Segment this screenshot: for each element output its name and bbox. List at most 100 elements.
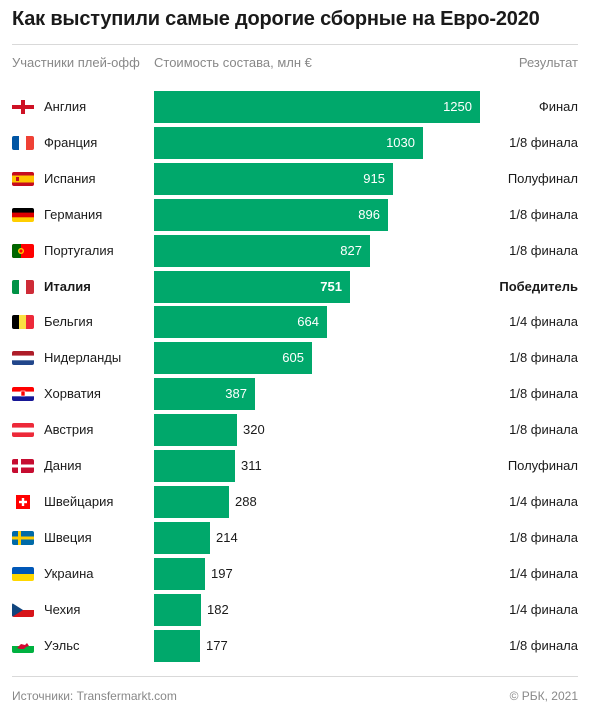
bar [154, 306, 327, 339]
result-label: 1/8 финала [509, 242, 578, 258]
column-header-country: Участники плей-офф [12, 55, 140, 70]
country-label: Украина [44, 565, 94, 581]
bar [154, 91, 480, 123]
value-label: 387 [225, 386, 247, 402]
country-label: Уэльс [44, 637, 80, 653]
country-label: Италия [44, 278, 91, 294]
bar-row: Германия 896 1/8 финала [0, 197, 590, 233]
portugal-flag-icon [12, 243, 34, 258]
bar-row: Франция 1030 1/8 финала [0, 125, 590, 161]
footer-divider [12, 676, 578, 677]
switzerland-flag-icon [12, 494, 34, 509]
wales-flag-icon [12, 638, 34, 653]
result-label: 1/4 финала [509, 601, 578, 617]
result-label: 1/8 финала [509, 350, 578, 366]
value-label: 320 [243, 422, 265, 438]
ukraine-flag-icon [12, 566, 34, 581]
bar-row: Австрия 320 1/8 финала [0, 412, 590, 448]
result-label: 1/8 финала [509, 134, 578, 150]
chart-title: Как выступили самые дорогие сборные на Е… [12, 8, 540, 30]
value-label: 177 [206, 637, 228, 653]
country-label: Португалия [44, 242, 114, 258]
country-label: Нидерланды [44, 350, 122, 366]
result-label: Финал [538, 99, 578, 114]
spain-flag-icon [12, 171, 34, 186]
bar [154, 270, 350, 303]
value-label: 288 [235, 493, 257, 509]
value-label: 915 [363, 170, 385, 186]
bar [154, 378, 255, 411]
bar [154, 234, 370, 267]
value-label: 751 [320, 278, 342, 294]
value-label: 214 [216, 529, 238, 545]
result-label: Полуфинал [507, 170, 578, 186]
value-label: 827 [340, 242, 362, 258]
country-label: Швеция [44, 529, 92, 545]
bar-row: Швейцария 288 1/4 финала [0, 484, 590, 520]
bar [154, 414, 237, 447]
bar [154, 126, 423, 159]
value-label: 1030 [386, 134, 415, 150]
country-label: Австрия [44, 422, 94, 438]
result-label: 1/4 финала [509, 565, 578, 581]
bar [154, 521, 210, 554]
bar [154, 629, 200, 662]
result-label: 1/8 финала [509, 206, 578, 222]
country-label: Хорватия [44, 386, 101, 402]
bar-row: Бельгия 664 1/4 финала [0, 304, 590, 340]
denmark-flag-icon [12, 459, 34, 473]
bar-row: Англия 1250 Финал [0, 89, 590, 125]
czechia-flag-icon [12, 602, 34, 617]
bar [154, 557, 205, 590]
result-label: 1/8 финала [509, 422, 578, 438]
result-label: 1/8 финала [509, 386, 578, 402]
bar-row: Португалия 827 1/8 финала [0, 233, 590, 269]
austria-flag-icon [12, 423, 34, 438]
result-label: 1/8 финала [509, 637, 578, 653]
country-label: Германия [44, 206, 103, 222]
bar-row: Дания 311 Полуфинал [0, 448, 590, 484]
value-label: 197 [211, 565, 233, 581]
bar [154, 342, 312, 375]
country-label: Испания [44, 170, 96, 186]
bar-row: Нидерланды 605 1/8 финала [0, 340, 590, 376]
value-label: 605 [282, 350, 304, 366]
result-label: 1/4 финала [509, 493, 578, 509]
country-label: Дания [44, 458, 82, 473]
sweden-flag-icon [12, 530, 34, 545]
italy-flag-icon [12, 279, 34, 294]
bar-row: Испания 915 Полуфинал [0, 161, 590, 197]
value-label: 311 [241, 458, 262, 473]
germany-flag-icon [12, 207, 34, 222]
country-label: Швейцария [44, 493, 114, 509]
bar [154, 485, 229, 518]
value-label: 664 [297, 314, 319, 330]
column-header-result: Результат [518, 55, 578, 70]
value-label: 896 [358, 206, 380, 222]
england-flag-icon [12, 100, 34, 114]
value-label: 182 [207, 601, 229, 617]
netherlands-flag-icon [12, 351, 34, 366]
bar-row: Украина 197 1/4 финала [0, 556, 590, 592]
result-label: 1/8 финала [509, 529, 578, 545]
bar-row: Италия 751 Победитель [0, 269, 590, 305]
result-label: 1/4 финала [509, 314, 578, 330]
bar [154, 198, 388, 231]
header-divider [12, 44, 578, 45]
country-label: Франция [44, 134, 98, 150]
country-label: Бельгия [44, 314, 93, 330]
result-label: Полуфинал [507, 458, 578, 473]
result-label: Победитель [499, 278, 578, 294]
value-label: 1250 [443, 99, 472, 114]
country-label: Чехия [44, 601, 81, 617]
copyright-note: © РБК, 2021 [509, 689, 578, 703]
source-note: Источники: Transfermarkt.com [12, 689, 177, 703]
belgium-flag-icon [12, 315, 34, 330]
bar [154, 162, 393, 195]
france-flag-icon [12, 135, 34, 150]
column-header-value: Стоимость состава, млн € [154, 55, 312, 70]
bar [154, 450, 235, 482]
bar-row: Уэльс 177 1/8 финала [0, 628, 590, 664]
croatia-flag-icon [12, 387, 34, 402]
